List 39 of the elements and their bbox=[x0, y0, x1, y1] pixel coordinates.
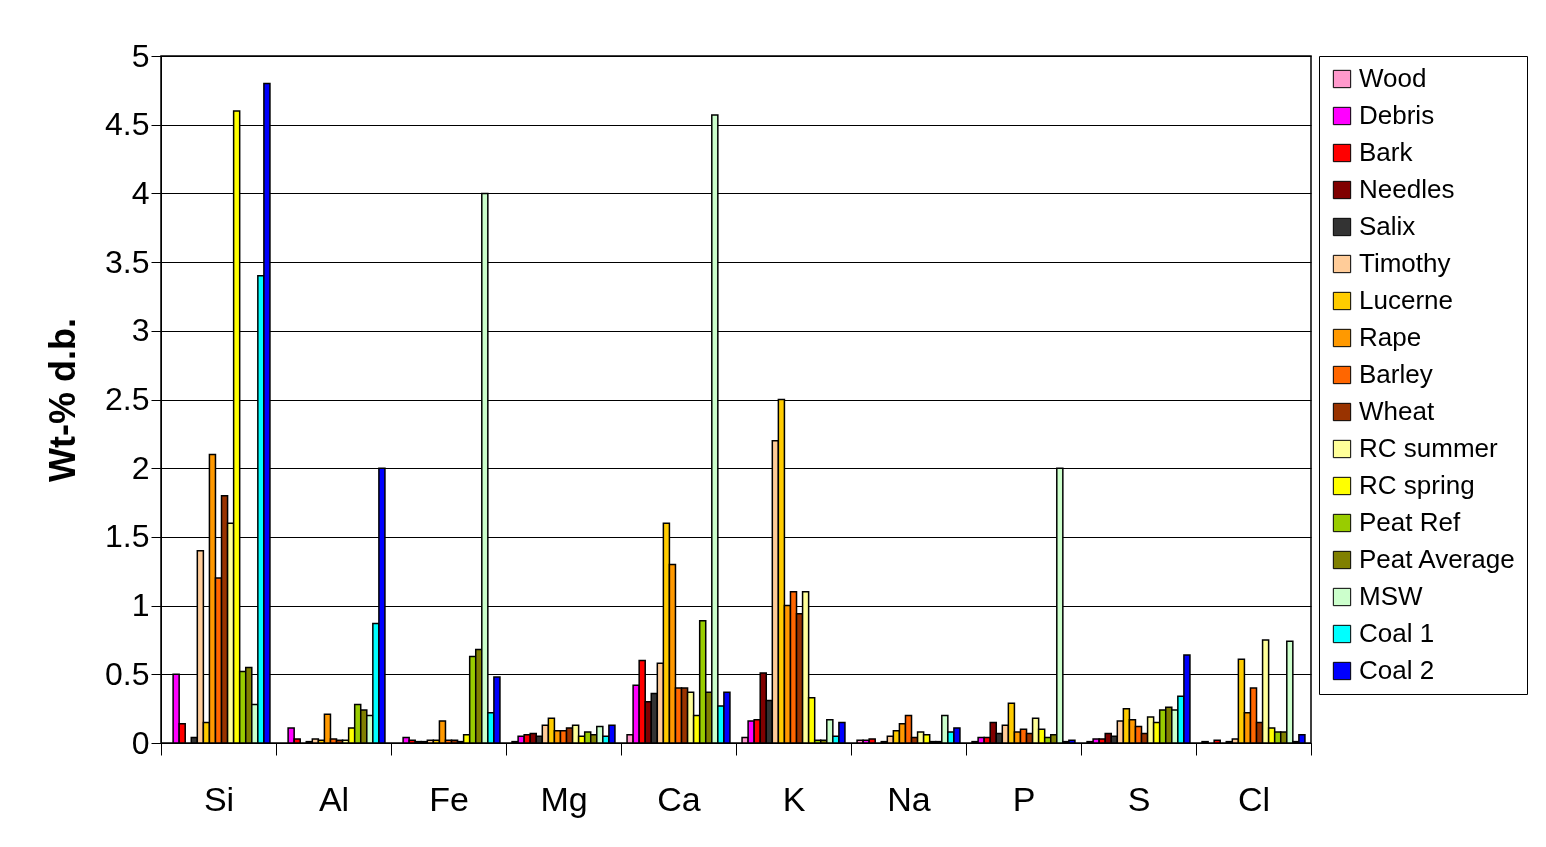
legend-label: Peat Average bbox=[1359, 544, 1515, 574]
y-tick-label: 3 bbox=[131, 312, 150, 349]
legend-label: MSW bbox=[1359, 581, 1423, 611]
legend-label: Barley bbox=[1359, 359, 1433, 389]
y-tick-label: 5 bbox=[131, 37, 150, 74]
y-axis-title: Wt-% d.b. bbox=[42, 318, 84, 482]
x-tick-label: Si bbox=[203, 779, 235, 818]
y-tick-label: 2 bbox=[131, 449, 150, 486]
x-tick-label: Cl bbox=[1237, 779, 1271, 818]
legend-label: Peat Ref bbox=[1359, 507, 1461, 537]
legend-label: Rape bbox=[1359, 322, 1422, 352]
legend-label: RC spring bbox=[1359, 470, 1475, 500]
x-tick-label: Ca bbox=[657, 779, 701, 818]
legend-label: Coal 1 bbox=[1359, 618, 1435, 648]
y-tick-label: 1 bbox=[131, 587, 150, 624]
x-tick-label: P bbox=[1012, 779, 1036, 818]
y-tick-label: 4 bbox=[131, 174, 150, 211]
legend-label: RC summer bbox=[1359, 433, 1499, 463]
legend-label: Lucerne bbox=[1359, 285, 1453, 315]
legend-label: Debris bbox=[1359, 100, 1435, 130]
legend-label: Salix bbox=[1359, 211, 1416, 241]
x-tick-label: K bbox=[782, 779, 806, 818]
x-tick-label: Na bbox=[887, 779, 931, 818]
x-tick-label: Al bbox=[318, 779, 350, 818]
y-tick-label: 4.5 bbox=[105, 106, 150, 143]
x-tick-label: S bbox=[1127, 779, 1151, 818]
legend-label: Wheat bbox=[1359, 396, 1435, 426]
legend-label: Bark bbox=[1359, 137, 1414, 167]
legend-label: Wood bbox=[1359, 63, 1427, 93]
x-tick-label: Fe bbox=[429, 779, 469, 818]
y-tick-label: 0.5 bbox=[105, 655, 150, 692]
legend-label: Coal 2 bbox=[1359, 655, 1435, 685]
y-tick-label: 0 bbox=[131, 724, 150, 761]
x-tick-label: Mg bbox=[540, 779, 588, 818]
y-tick-label: 1.5 bbox=[105, 518, 150, 555]
legend-label: Timothy bbox=[1359, 248, 1451, 278]
y-tick-label: 2.5 bbox=[105, 381, 150, 417]
y-tick-label: 3.5 bbox=[105, 243, 150, 280]
legend-label: Needles bbox=[1359, 174, 1455, 204]
